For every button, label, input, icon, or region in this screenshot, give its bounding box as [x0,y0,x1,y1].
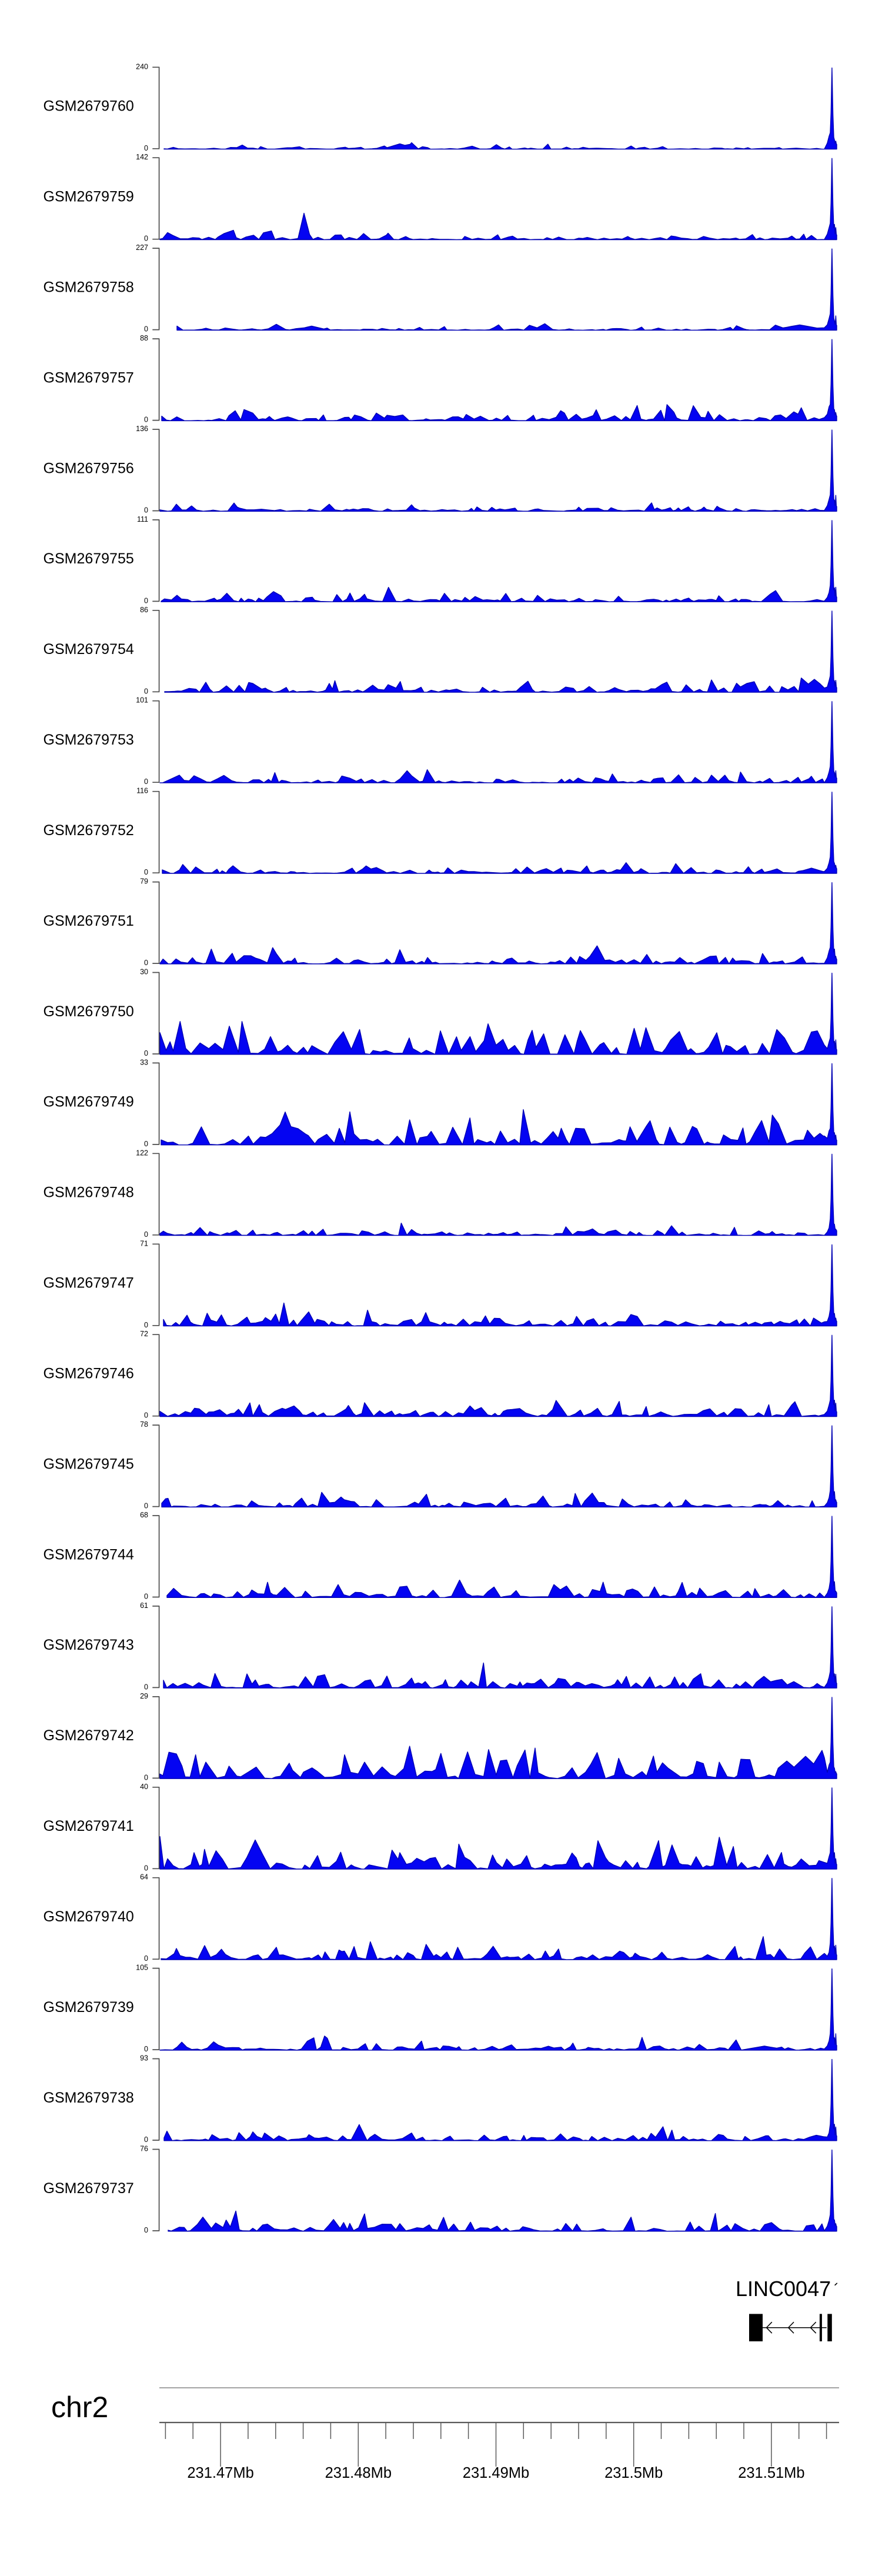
svg-text:GSM2679750: GSM2679750 [44,1003,134,1020]
svg-text:231.47Mb: 231.47Mb [187,2465,253,2481]
svg-text:0: 0 [144,959,148,967]
svg-text:136: 136 [136,425,148,433]
svg-text:GSM2679742: GSM2679742 [44,1727,134,1744]
svg-text:93: 93 [140,2054,148,2063]
svg-text:GSM2679758: GSM2679758 [44,279,134,295]
svg-text:0: 0 [144,1140,148,1148]
svg-text:0: 0 [144,1502,148,1510]
svg-text:105: 105 [136,1964,148,1972]
svg-text:33: 33 [140,1058,148,1066]
svg-text:0: 0 [144,1593,148,1601]
svg-text:231.5Mb: 231.5Mb [604,2465,663,2481]
svg-text:GSM2679756: GSM2679756 [44,460,134,476]
svg-text:0: 0 [144,235,148,243]
svg-text:240: 240 [136,62,148,71]
svg-text:0: 0 [144,1954,148,1963]
svg-text:GSM2679738: GSM2679738 [44,2090,134,2106]
svg-text:231.49Mb: 231.49Mb [463,2465,529,2481]
svg-text:0: 0 [144,596,148,605]
svg-text:0: 0 [144,325,148,333]
svg-text:GSM2679760: GSM2679760 [44,98,134,115]
svg-text:GSM2679743: GSM2679743 [44,1637,134,1653]
svg-text:142: 142 [136,153,148,161]
svg-text:231.51Mb: 231.51Mb [738,2465,804,2481]
svg-text:GSM2679739: GSM2679739 [44,1999,134,2016]
svg-text:0: 0 [144,2226,148,2234]
svg-text:101: 101 [136,696,148,705]
svg-text:chr2: chr2 [51,2391,108,2424]
svg-text:0: 0 [144,1864,148,1872]
svg-text:GSM2679747: GSM2679747 [44,1275,134,1292]
svg-text:0: 0 [144,1230,148,1239]
svg-text:GSM2679745: GSM2679745 [44,1456,134,1472]
svg-text:111: 111 [137,515,148,523]
svg-text:GSM2679751: GSM2679751 [44,913,134,929]
svg-text:0: 0 [144,1412,148,1420]
svg-text:116: 116 [136,787,148,795]
svg-text:78: 78 [140,1420,148,1429]
svg-text:GSM2679752: GSM2679752 [44,822,134,839]
svg-text:231.48Mb: 231.48Mb [325,2465,392,2481]
svg-text:0: 0 [144,687,148,695]
svg-text:GSM2679737: GSM2679737 [44,2180,134,2197]
svg-text:0: 0 [144,1049,148,1057]
svg-text:GSM2679759: GSM2679759 [44,189,134,205]
svg-text:0: 0 [144,416,148,424]
svg-text:122: 122 [136,1149,148,1157]
svg-text:227: 227 [136,243,148,252]
svg-text:GSM2679749: GSM2679749 [44,1094,134,1110]
svg-text:GSM2679755: GSM2679755 [44,550,134,567]
svg-text:GSM2679744: GSM2679744 [44,1546,134,1563]
svg-text:72: 72 [140,1330,148,1338]
svg-text:0: 0 [144,2045,148,2053]
svg-text:79: 79 [140,877,148,886]
svg-text:GSM2679746: GSM2679746 [44,1366,134,1382]
svg-text:GSM2679757: GSM2679757 [44,369,134,386]
svg-text:71: 71 [140,1239,148,1247]
svg-text:GSM2679741: GSM2679741 [44,1818,134,1834]
svg-text:0: 0 [144,144,148,152]
svg-text:61: 61 [140,1601,148,1610]
svg-text:0: 0 [144,506,148,515]
svg-text:GSM2679753: GSM2679753 [44,732,134,748]
svg-text:0: 0 [144,778,148,786]
svg-text:GSM2679740: GSM2679740 [44,1908,134,1925]
svg-text:30: 30 [140,968,148,976]
svg-text:0: 0 [144,868,148,876]
svg-text:0: 0 [144,1683,148,1691]
svg-text:76: 76 [140,2145,148,2153]
svg-text:88: 88 [140,334,148,342]
svg-text:0: 0 [144,1321,148,1329]
svg-text:GSM2679754: GSM2679754 [44,641,134,658]
svg-text:40: 40 [140,1783,148,1791]
svg-text:GSM2679748: GSM2679748 [44,1184,134,1201]
svg-text:0: 0 [144,2135,148,2144]
svg-text:86: 86 [140,606,148,614]
svg-text:64: 64 [140,1873,148,1881]
svg-text:0: 0 [144,1773,148,1781]
svg-text:68: 68 [140,1511,148,1519]
svg-text:29: 29 [140,1692,148,1700]
svg-text:LINC0047: LINC0047 [736,2277,831,2301]
